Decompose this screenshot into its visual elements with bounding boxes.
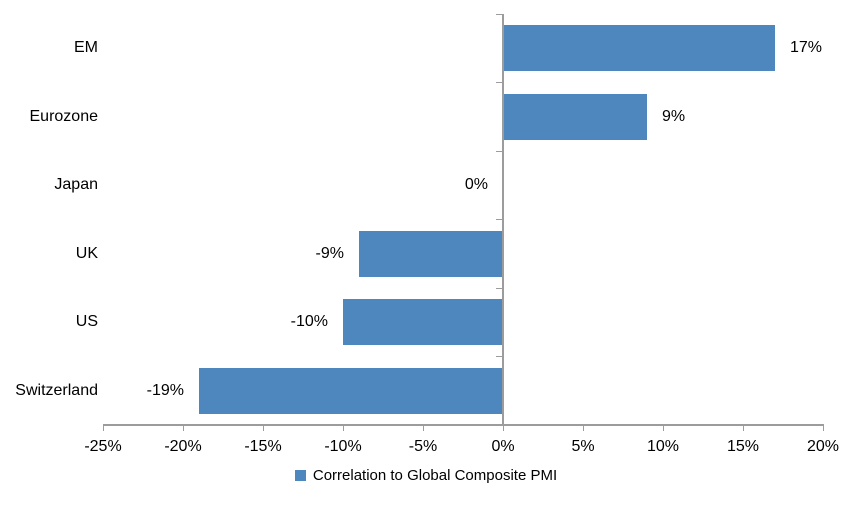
legend: Correlation to Global Composite PMI <box>0 466 852 485</box>
y-axis-tick <box>496 219 502 220</box>
value-label-japan: 0% <box>464 176 488 194</box>
y-axis-tick <box>496 150 502 152</box>
y-axis-tick <box>496 356 502 357</box>
x-axis-tick-label: -20% <box>164 438 202 455</box>
x-axis-tick-label: 15% <box>726 438 760 455</box>
category-label-japan: Japan <box>54 176 98 194</box>
x-axis-tick <box>822 425 824 431</box>
x-axis-tick-label: 10% <box>646 438 680 455</box>
x-axis-tick <box>742 425 744 431</box>
x-axis-tick <box>662 425 664 431</box>
bar-switzerland <box>199 367 503 414</box>
x-axis-tick <box>262 425 264 431</box>
y-axis-tick <box>496 82 502 83</box>
x-axis-line <box>103 424 824 426</box>
bar-em <box>503 25 775 72</box>
bar-us <box>343 299 503 346</box>
value-label-switzerland: -19% <box>146 381 184 399</box>
category-label-us: US <box>75 313 98 331</box>
x-axis-tick <box>182 425 184 431</box>
value-label-eurozone: 9% <box>662 107 686 125</box>
x-axis-tick-label: -25% <box>84 438 122 455</box>
legend-swatch-icon <box>294 470 306 481</box>
x-axis-tick-label: 20% <box>806 438 840 455</box>
bar-uk <box>359 230 503 277</box>
x-axis-tick-label: -10% <box>324 438 362 455</box>
legend-label: Correlation to Global Composite PMI <box>312 467 558 484</box>
category-label-eurozone: Eurozone <box>29 107 99 125</box>
x-axis-tick-label: 5% <box>571 438 595 455</box>
x-axis-tick-label: -5% <box>408 438 438 455</box>
x-axis-tick-label: 0% <box>491 438 515 455</box>
x-axis-tick-label: -15% <box>244 438 282 455</box>
x-axis-tick <box>102 425 104 431</box>
category-label-uk: UK <box>75 244 98 262</box>
value-label-em: 17% <box>790 39 823 57</box>
x-axis-tick <box>502 425 504 431</box>
x-axis-tick <box>422 425 424 431</box>
y-axis-line <box>502 14 504 425</box>
y-axis-tick <box>496 13 502 15</box>
value-label-us: -10% <box>290 313 328 331</box>
category-label-switzerland: Switzerland <box>15 381 98 399</box>
x-axis-tick <box>582 425 584 431</box>
value-label-uk: -9% <box>315 244 344 262</box>
y-axis-tick <box>496 287 502 289</box>
bar-eurozone <box>503 93 647 140</box>
category-label-em: EM <box>74 39 98 57</box>
x-axis-tick <box>342 425 344 431</box>
